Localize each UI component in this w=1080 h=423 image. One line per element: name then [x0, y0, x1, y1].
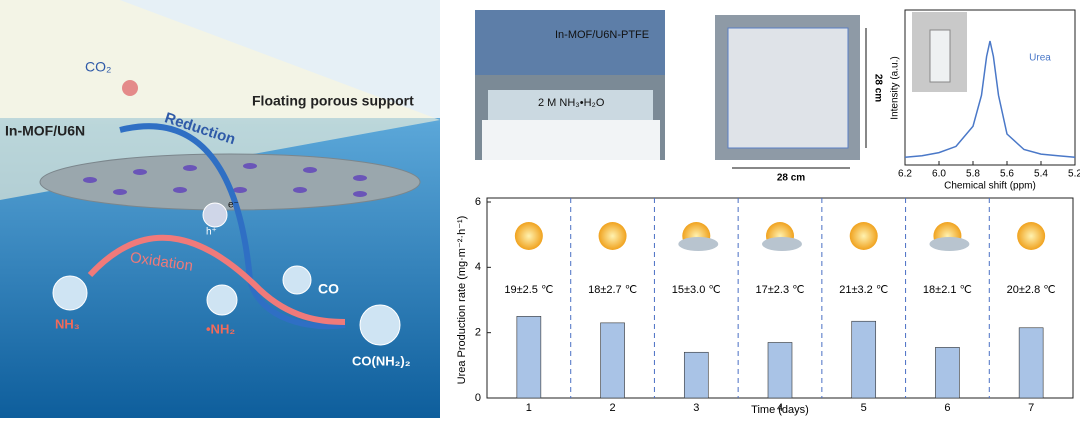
x-tick-label: 1 [526, 402, 532, 414]
x-tick-label: 5.8 [966, 169, 980, 180]
bar [767, 342, 793, 399]
x-tick-label: 6 [944, 402, 950, 414]
weather-sun [598, 222, 627, 250]
pores [83, 163, 367, 197]
plot-frame [904, 9, 1076, 166]
label: CO [318, 281, 339, 297]
vial [929, 29, 951, 83]
x-tick-label: 2 [610, 402, 616, 414]
label: Floating porous support [252, 93, 414, 109]
x-axis-label: Chemical shift (ppm) [944, 181, 1036, 192]
bar [935, 347, 960, 399]
label: h⁺ [206, 227, 217, 238]
temperature: 18±2.1 ℃ [923, 284, 972, 296]
temperature: 21±3.2 ℃ [839, 284, 888, 296]
label: CO₂ [85, 59, 111, 75]
bar [1018, 327, 1044, 399]
annotation: Urea [1029, 53, 1051, 64]
temperature: 17±2.3 ℃ [756, 284, 805, 296]
label: 2 M NH₃•H₂O [538, 97, 605, 109]
y-tick-label: 0 [475, 392, 481, 404]
y-tick-label: 6 [475, 196, 481, 208]
foam [482, 120, 660, 160]
sun-ray [0, 0, 440, 200]
y-axis-label: Urea Production rate (mg·m⁻²·h⁻¹) [456, 216, 468, 385]
label: NH₃ [55, 316, 80, 331]
label: CO(NH₂)₂ [352, 353, 411, 368]
y-tick-label: 4 [475, 261, 481, 273]
x-tick-label: 4 [777, 402, 783, 414]
co-molecule [282, 265, 312, 295]
oxidation-arrow [87, 234, 346, 325]
label: 28 cm [777, 173, 805, 184]
weather-sun [514, 222, 543, 250]
x-tick-label: 5 [861, 402, 867, 414]
reduction-arrow [119, 123, 346, 330]
label: e⁻ [228, 200, 239, 211]
y-tick-label: 2 [475, 327, 481, 339]
temperature: 15±3.0 ℃ [672, 284, 721, 296]
membrane [727, 27, 849, 149]
bar [851, 320, 877, 399]
x-tick-label: 6.2 [898, 169, 912, 180]
label: •NH₂ [206, 321, 235, 336]
y-axis-label: Intensity (a.u.) [890, 56, 901, 119]
x-axis-label: Time (days) [751, 404, 809, 416]
bar [516, 316, 542, 399]
weather-cloud [678, 237, 719, 251]
catalyst-particle [202, 202, 228, 228]
x-tick-label: 5.4 [1034, 169, 1048, 180]
label: 28 cm [872, 74, 883, 102]
urea-molecule [359, 304, 401, 346]
co2-molecule [122, 80, 138, 96]
x-tick-label: 5.6 [1000, 169, 1014, 180]
bar [683, 351, 709, 399]
weather-cloud [762, 237, 802, 251]
temperature: 18±2.7 ℃ [588, 284, 637, 296]
weather-sun [849, 222, 878, 250]
label: In-MOF/U6N [5, 123, 85, 139]
label: In-MOF/U6N-PTFE [555, 29, 649, 41]
x-tick-label: 6.0 [932, 169, 946, 180]
bar [600, 322, 625, 399]
nh3-molecule [52, 275, 88, 311]
x-tick-label: 3 [693, 402, 699, 414]
x-tick-label: 5.2 [1068, 169, 1080, 180]
nh2-molecule [206, 284, 238, 316]
x-tick-label: 7 [1028, 402, 1034, 414]
weather-sun [1017, 222, 1046, 250]
spectrum-line [904, 40, 1076, 158]
temperature: 20±2.8 ℃ [1007, 284, 1056, 296]
temperature: 19±2.5 ℃ [504, 284, 553, 296]
weather-cloud [929, 237, 970, 251]
